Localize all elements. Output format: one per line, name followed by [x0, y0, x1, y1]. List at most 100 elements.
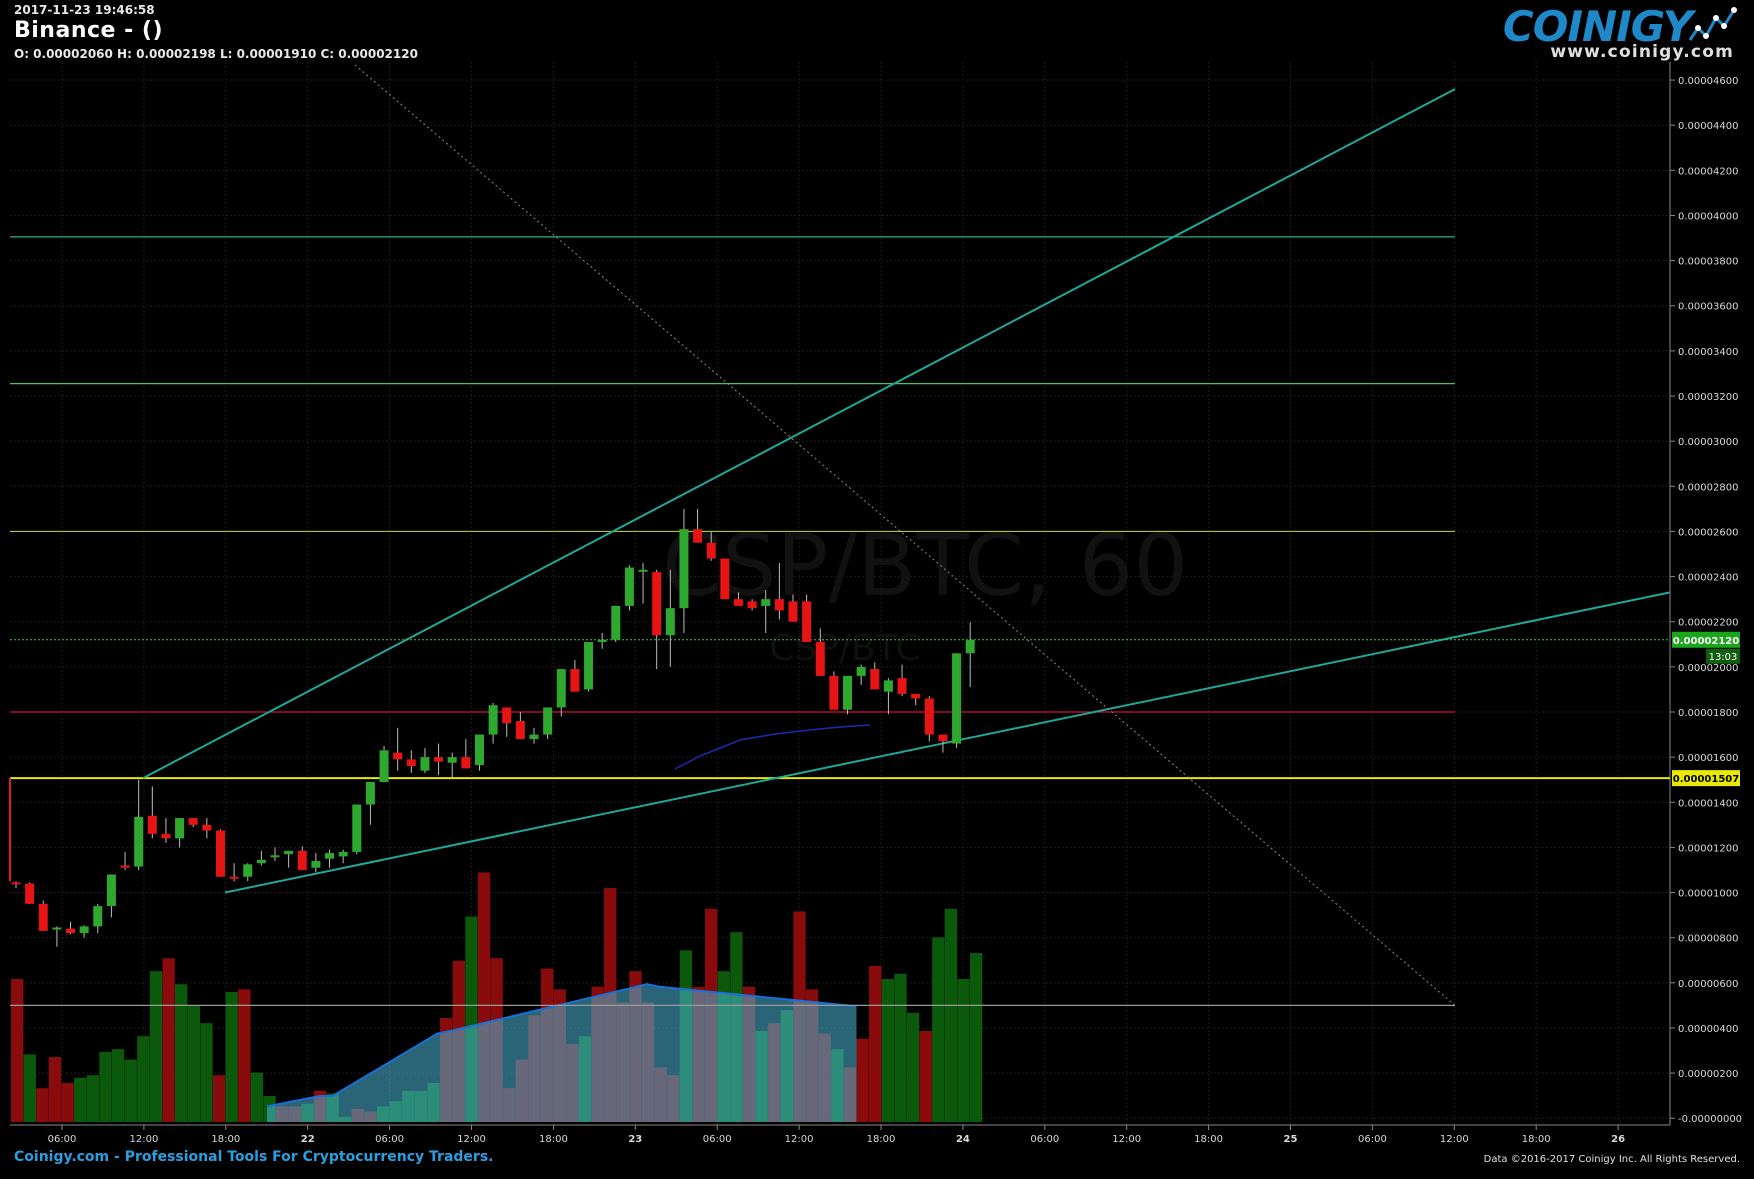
candle-body	[665, 608, 675, 636]
candle-body	[570, 669, 580, 692]
y-tick-label: 0.00003800	[1678, 257, 1738, 268]
x-tick-label: 18:00	[1194, 1134, 1223, 1145]
x-tick-label: 18:00	[867, 1134, 896, 1145]
candle-body	[774, 599, 784, 611]
candle-body	[297, 850, 307, 870]
candle-body	[706, 542, 716, 559]
y-tick-label: 0.00003000	[1678, 437, 1738, 448]
candle-body	[529, 734, 539, 740]
volume-ma-area	[267, 984, 857, 1122]
candle-body	[352, 804, 362, 852]
candle-body	[270, 855, 280, 858]
candle-body	[175, 818, 185, 839]
candle-body	[325, 853, 335, 859]
ohlc-readout: O: 0.00002060 H: 0.00002198 L: 0.0000191…	[14, 47, 418, 61]
candle-body	[161, 833, 171, 839]
candle-body	[897, 678, 907, 694]
volume-bar	[212, 1075, 226, 1122]
candle-body	[256, 859, 266, 864]
volume-bar	[957, 979, 970, 1122]
x-tick-label: 06:00	[703, 1134, 732, 1145]
volume-ma-line	[266, 983, 857, 1108]
x-tick-label: 18:00	[211, 1134, 240, 1145]
coinigy-logo[interactable]: COINIGY www.coinigy.com	[1503, 2, 1740, 64]
volume-bar	[919, 1031, 932, 1122]
volume-bar	[162, 958, 175, 1122]
candle-body	[229, 876, 239, 879]
candle-body	[461, 757, 471, 769]
candle-body	[515, 721, 525, 740]
countdown-text: 13:03	[1709, 652, 1738, 663]
candle-body	[52, 927, 62, 930]
y-tick-label: 0.00003200	[1678, 392, 1738, 403]
logo-wordmark: COINIGY	[1502, 2, 1693, 51]
y-tick-label: 0.00004400	[1678, 121, 1738, 132]
candle-body	[243, 864, 253, 877]
y-tick-label: 0.00004000	[1678, 211, 1738, 222]
candle-body	[379, 750, 389, 782]
x-tick-label: 12:00	[1112, 1134, 1141, 1145]
candle-body	[502, 707, 512, 724]
candle-body	[911, 693, 921, 699]
y-tick-label: 0.00003400	[1678, 347, 1738, 358]
candle-body	[11, 882, 21, 885]
candle-body	[856, 666, 866, 676]
candle-body	[883, 680, 893, 692]
volume-bar	[48, 1057, 62, 1122]
y-tick-label: 0.00001200	[1678, 843, 1738, 854]
y-tick-label: 0.00000200	[1678, 1069, 1738, 1080]
y-tick-label: 0.00002000	[1678, 663, 1738, 674]
x-tick-label: 12:00	[785, 1134, 814, 1145]
candle-body	[311, 860, 321, 868]
x-tick-label: 25	[1284, 1134, 1298, 1145]
volume-bar	[23, 1054, 36, 1122]
candle-body	[556, 669, 566, 708]
y-tick-label: 0.00002400	[1678, 573, 1738, 584]
y-tick-label: 0.00000600	[1678, 979, 1738, 990]
x-tick-label: 06:00	[1030, 1134, 1059, 1145]
candle-body	[938, 734, 948, 742]
candle-body	[215, 830, 225, 877]
volume-bar	[944, 908, 958, 1122]
volume-bar	[124, 1059, 137, 1122]
candle-body	[365, 781, 375, 805]
y-tick-label: 0.00002200	[1678, 618, 1738, 629]
candle-body	[284, 850, 294, 855]
candle-body	[843, 675, 853, 710]
candle-body	[597, 639, 607, 643]
candle-body	[802, 601, 812, 643]
volume-bar	[856, 1038, 869, 1122]
candle-body	[720, 558, 730, 600]
countdown-badge	[1706, 648, 1740, 664]
price-ma-line	[674, 724, 871, 770]
volume-bar	[200, 1023, 213, 1122]
candle-body	[202, 824, 212, 831]
candle-body	[543, 707, 553, 735]
candle-body	[488, 705, 498, 735]
volume-bar	[250, 1072, 264, 1122]
footer-tagline[interactable]: Coinigy.com - Professional Tools For Cry…	[14, 1149, 494, 1165]
x-tick-label: 23	[628, 1134, 642, 1145]
volume-bar	[932, 937, 945, 1122]
volume-bar	[175, 984, 188, 1122]
candle-body	[611, 605, 621, 640]
candle-body	[733, 599, 743, 606]
volume-bar	[99, 1051, 112, 1122]
volume-bar	[74, 1077, 87, 1122]
y-tick-label: 0.00004200	[1678, 166, 1738, 177]
volume-bar	[137, 1036, 150, 1122]
candle-body	[338, 851, 348, 857]
volume-bar	[36, 1088, 49, 1122]
volume-bar	[894, 973, 907, 1122]
candle-body	[66, 928, 76, 934]
candle-body	[147, 815, 157, 834]
x-tick-label: 06:00	[48, 1134, 77, 1145]
candle-body	[106, 874, 116, 907]
candle-body	[420, 757, 430, 771]
candle-body	[38, 903, 48, 931]
x-tick-label: 12:00	[457, 1134, 486, 1145]
watermark-sub: CSP/BTC	[769, 628, 921, 669]
trendline-upper	[142, 88, 1456, 779]
